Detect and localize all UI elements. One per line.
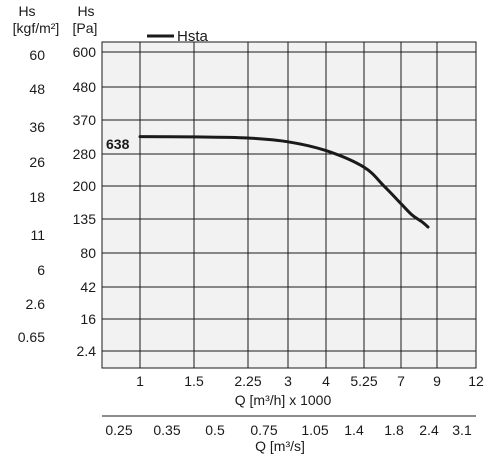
x-primary-tick-label: 9	[433, 373, 441, 389]
x-secondary-tick-label: 0.5	[205, 422, 225, 438]
left-outer-tick-label: 36	[29, 119, 45, 135]
x-primary-tick-label: 1.5	[184, 373, 204, 389]
left-outer-tick-label: 2.6	[26, 296, 46, 312]
x-secondary-tick-label: 2.4	[419, 422, 439, 438]
left-inner-tick-label: 200	[73, 178, 97, 194]
left-outer-tick-label: 18	[29, 189, 45, 205]
left-outer-tick-label: 60	[29, 47, 45, 63]
left-inner-tick-label: 600	[73, 44, 97, 60]
x-secondary-tick-label: 3.1	[452, 422, 472, 438]
plot-area	[101, 41, 477, 369]
x-primary-tick-label: 5.25	[350, 373, 377, 389]
left-inner-tick-label: 2.4	[77, 343, 97, 359]
left-inner-tick-label: 16	[80, 311, 96, 327]
left-inner-axis-title-2: [Pa]	[73, 20, 98, 36]
legend-label: Hsta	[177, 28, 209, 45]
left-inner-tick-labels: 600 480 370 280 200 135 80 42 16 2.4	[73, 44, 97, 359]
left-inner-tick-label: 42	[80, 279, 96, 295]
x-primary-tick-label: 12	[468, 373, 484, 389]
x-primary-tick-label: 7	[397, 373, 405, 389]
x-primary-tick-label: 4	[322, 373, 330, 389]
left-outer-tick-label: 26	[29, 154, 45, 170]
left-inner-tick-label: 480	[73, 79, 97, 95]
x-primary-axis-title: Q [m³/h] x 1000	[235, 392, 332, 408]
x-secondary-tick-labels: 0.25 0.35 0.5 0.75 1.05 1.4 1.8 2.4 3.1	[105, 422, 472, 438]
x-secondary-tick-label: 0.25	[105, 422, 132, 438]
left-outer-tick-label: 48	[29, 81, 45, 97]
left-outer-axis-title-2: [kgf/m²]	[13, 20, 60, 36]
x-primary-tick-label: 1	[136, 373, 144, 389]
series-label-638: 638	[106, 136, 130, 152]
left-inner-tick-label: 280	[73, 146, 97, 162]
left-outer-tick-label: 11	[30, 227, 45, 243]
x-primary-tick-label: 3	[284, 373, 292, 389]
left-inner-tick-label: 370	[73, 112, 97, 128]
left-inner-tick-label: 135	[73, 211, 97, 227]
left-outer-axis-title-1: Hs	[18, 3, 35, 19]
x-primary-tick-labels: 1 1.5 2.25 3 4 5.25 7 9 12	[136, 373, 484, 389]
left-outer-tick-labels: 60 48 36 26 18 11 6 2.6 0.65	[18, 47, 45, 345]
x-secondary-tick-label: 1.8	[384, 422, 404, 438]
left-outer-tick-label: 6	[37, 262, 45, 278]
series-line-hsta	[138, 135, 430, 229]
x-primary-tick-label: 2.25	[234, 373, 261, 389]
left-inner-tick-label: 80	[80, 245, 96, 261]
left-inner-axis-title-1: Hs	[77, 3, 94, 19]
x-secondary-tick-label: 1.05	[301, 422, 328, 438]
x-secondary-tick-label: 1.4	[344, 422, 364, 438]
x-secondary-tick-label: 0.35	[153, 422, 180, 438]
left-outer-tick-label: 0.65	[18, 329, 45, 345]
x-secondary-axis-title: Q [m³/s]	[255, 438, 305, 454]
x-secondary-tick-label: 0.75	[250, 422, 277, 438]
